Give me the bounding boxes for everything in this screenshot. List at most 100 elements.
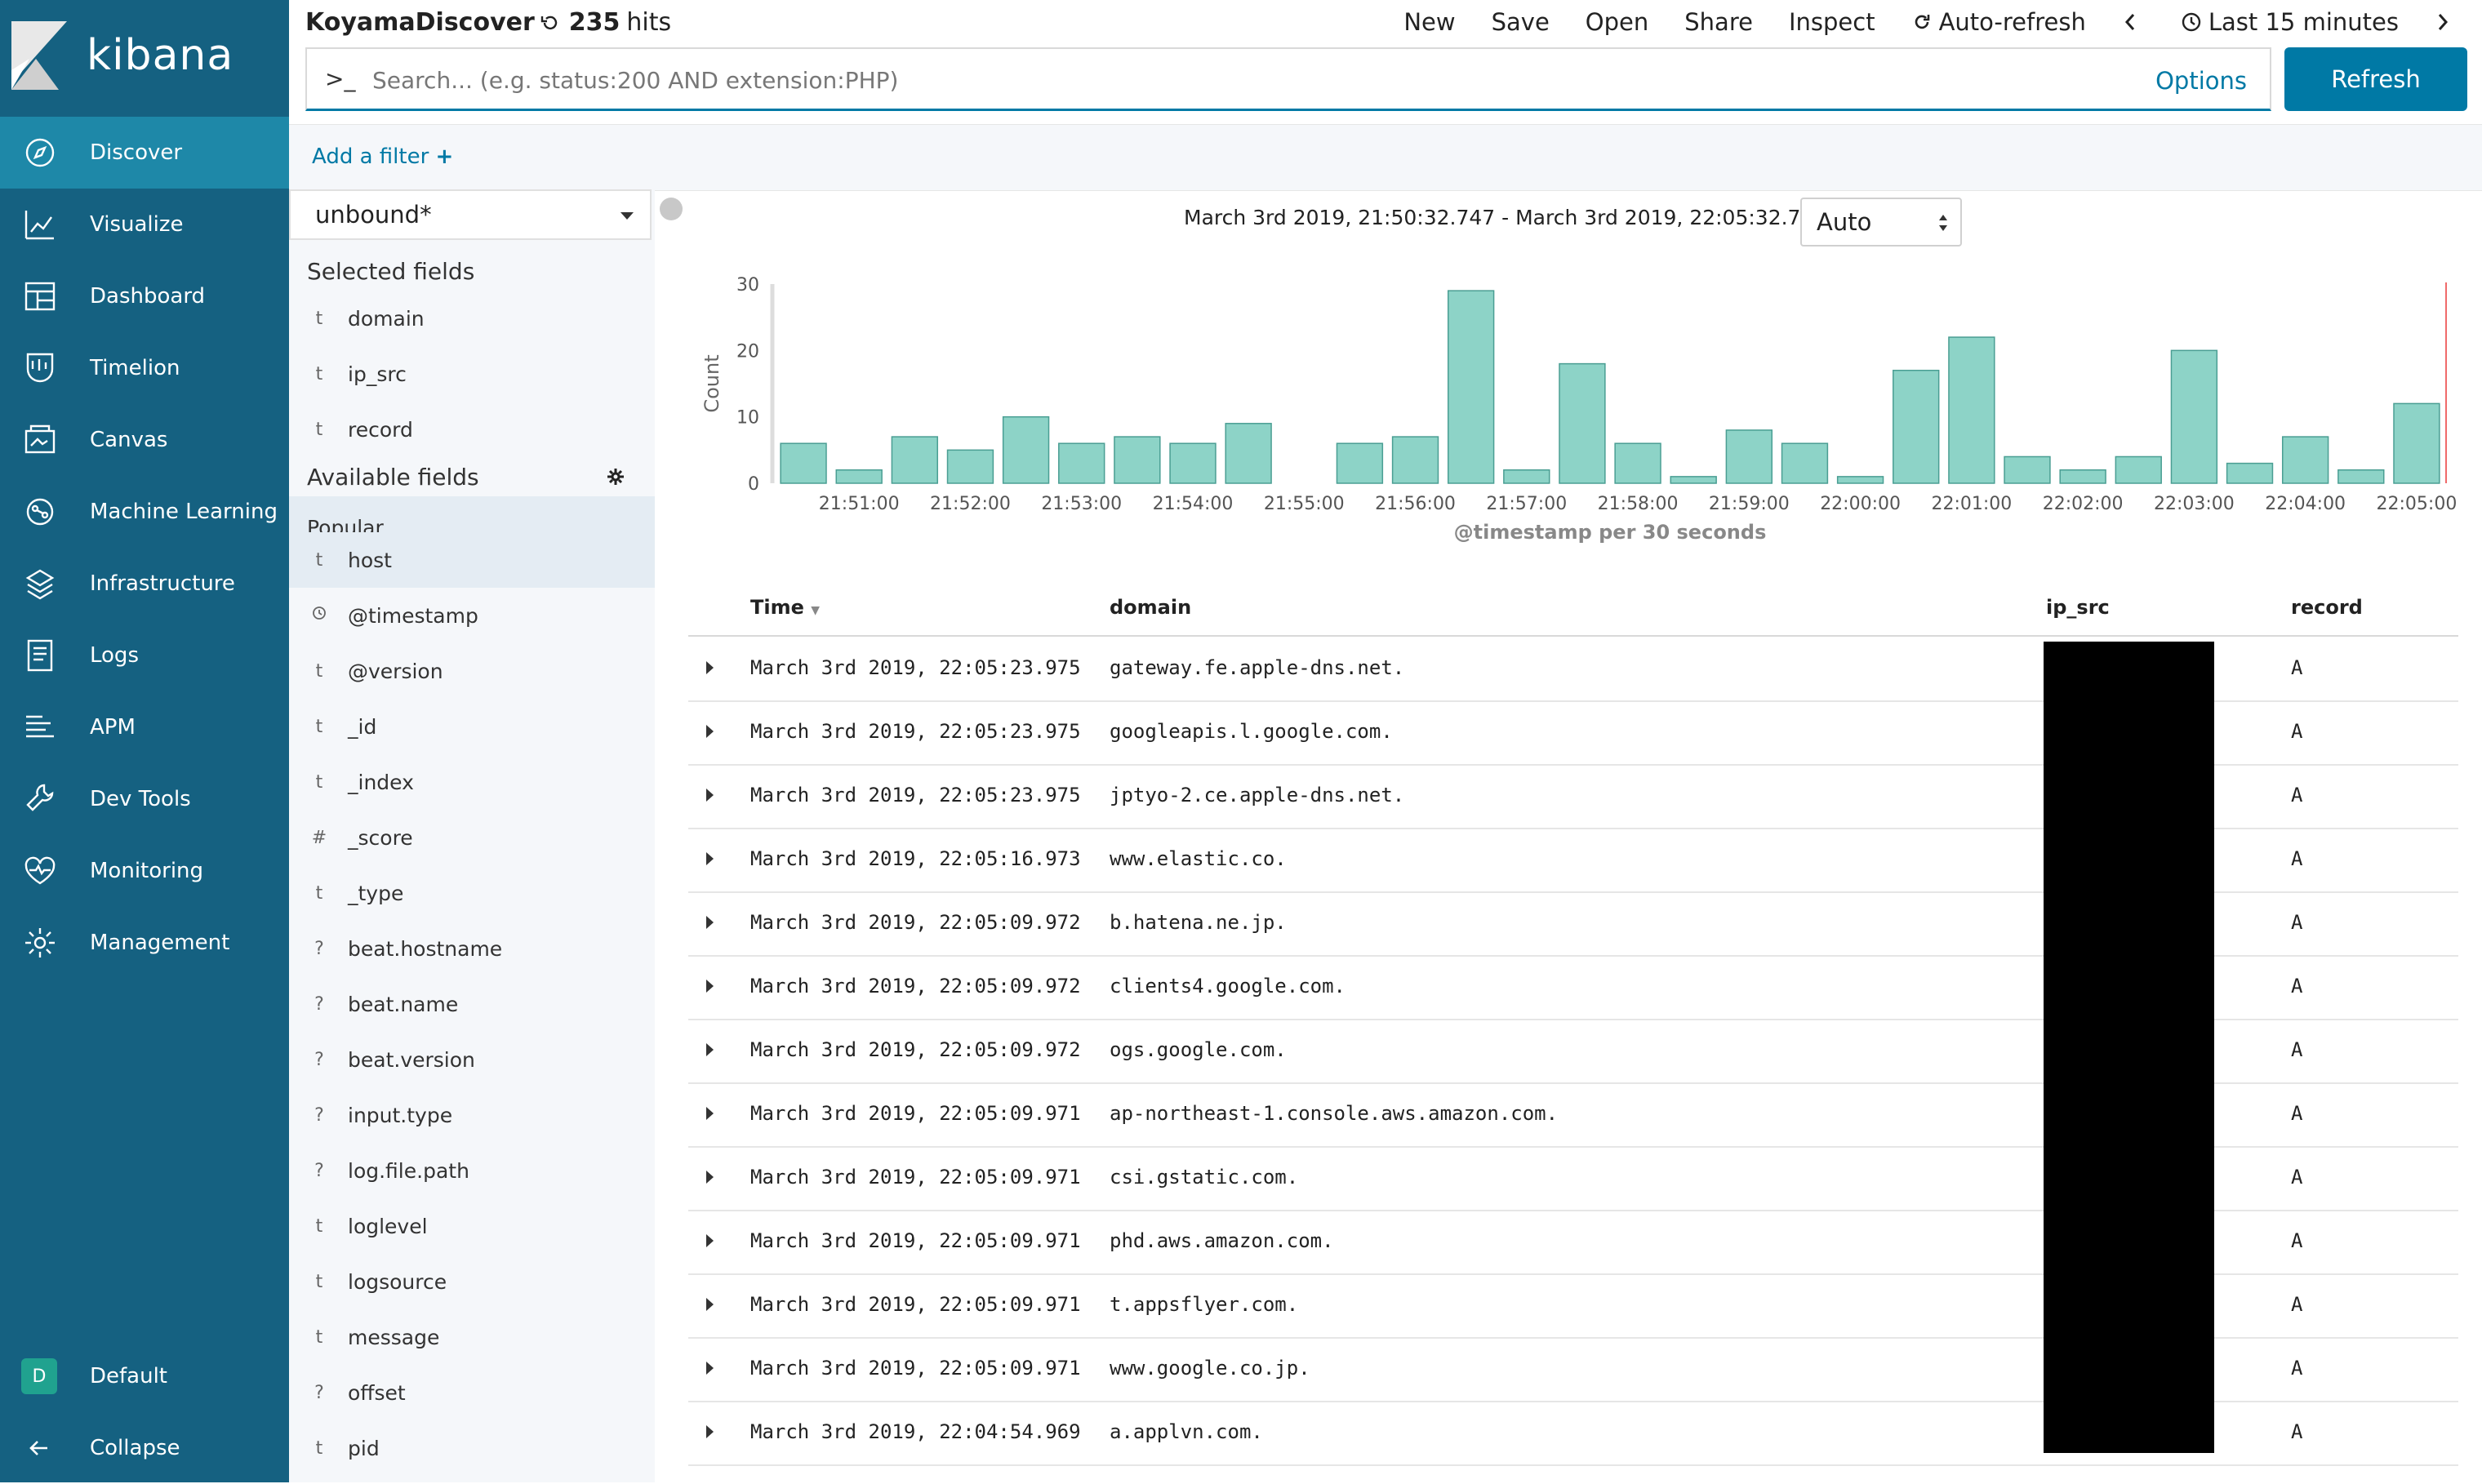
- domain-cell: gateway.fe.apple-dns.net.: [1110, 656, 1405, 679]
- field-settings-gear-icon[interactable]: [606, 467, 625, 487]
- nav-item-apm[interactable]: APM: [0, 691, 289, 763]
- time-column-header[interactable]: Time ▼: [750, 596, 820, 619]
- field-item[interactable]: t pid: [289, 1420, 655, 1476]
- refresh-button[interactable]: Refresh: [2284, 47, 2467, 111]
- share-button[interactable]: Share: [1684, 8, 1753, 36]
- field-type-icon: t: [315, 419, 323, 440]
- nav-item-timelion[interactable]: Timelion: [0, 332, 289, 404]
- chevron-left-icon: [2124, 14, 2134, 30]
- table-row[interactable]: March 3rd 2019, 22:05:16.973 www.elastic…: [688, 828, 2458, 893]
- expand-row-caret-icon[interactable]: [706, 1298, 714, 1311]
- inspect-button[interactable]: Inspect: [1788, 8, 1875, 36]
- nav-item-discover[interactable]: Discover: [0, 117, 289, 189]
- field-item[interactable]: ? log.file.path: [289, 1143, 655, 1198]
- expand-row-caret-icon[interactable]: [706, 725, 714, 738]
- time-picker-button[interactable]: Last 15 minutes: [2181, 8, 2399, 36]
- field-item[interactable]: t host: [289, 532, 655, 588]
- nav-item-logs[interactable]: Logs: [0, 620, 289, 691]
- domain-cell: csi.gstatic.com.: [1110, 1166, 1299, 1189]
- add-filter-button[interactable]: Add a filter +: [312, 144, 453, 169]
- field-item[interactable]: ? beat.hostname: [289, 921, 655, 976]
- save-button[interactable]: Save: [1491, 8, 1550, 36]
- field-item[interactable]: t ip_src: [289, 346, 655, 402]
- table-row[interactable]: March 3rd 2019, 22:05:23.975 gateway.fe.…: [688, 637, 2458, 702]
- expand-row-caret-icon[interactable]: [706, 1425, 714, 1438]
- table-row[interactable]: March 3rd 2019, 22:05:09.971 t.appsflyer…: [688, 1273, 2458, 1339]
- field-item[interactable]: t domain: [289, 291, 655, 346]
- index-pattern-select[interactable]: unbound*: [289, 189, 652, 240]
- field-item[interactable]: t _type: [289, 865, 655, 921]
- table-row[interactable]: March 3rd 2019, 22:05:09.972 ogs.google.…: [688, 1019, 2458, 1084]
- expand-row-caret-icon[interactable]: [706, 980, 714, 993]
- expand-row-caret-icon[interactable]: [706, 1171, 714, 1184]
- auto-refresh-button[interactable]: Auto-refresh: [1911, 8, 2086, 36]
- expand-row-caret-icon[interactable]: [706, 1043, 714, 1056]
- histogram-bar: [1114, 436, 1161, 484]
- field-item[interactable]: t record: [289, 402, 655, 457]
- auto-refresh-label: Auto-refresh: [1938, 8, 2086, 36]
- table-row[interactable]: March 3rd 2019, 22:05:09.972 clients4.go…: [688, 955, 2458, 1020]
- record-cell: A: [2291, 975, 2303, 997]
- nav-item-dev-tools[interactable]: Dev Tools: [0, 763, 289, 835]
- expand-row-caret-icon[interactable]: [706, 1362, 714, 1375]
- nav-item-canvas[interactable]: Canvas: [0, 404, 289, 476]
- table-row[interactable]: March 3rd 2019, 22:05:23.975 jptyo-2.ce.…: [688, 764, 2458, 829]
- table-row[interactable]: March 3rd 2019, 22:05:09.971 phd.aws.ama…: [688, 1210, 2458, 1275]
- kibana-logo[interactable]: kibana: [11, 21, 234, 90]
- hits-label: hits: [626, 8, 672, 37]
- reset-icon[interactable]: [540, 12, 561, 33]
- sort-down-icon[interactable]: ▼: [811, 604, 821, 617]
- field-item[interactable]: ? beat.version: [289, 1032, 655, 1087]
- field-item[interactable]: ? beat.name: [289, 976, 655, 1032]
- table-row[interactable]: March 3rd 2019, 22:05:09.971 www.google.…: [688, 1337, 2458, 1402]
- expand-row-caret-icon[interactable]: [706, 916, 714, 929]
- table-row[interactable]: March 3rd 2019, 22:05:09.971 csi.gstatic…: [688, 1146, 2458, 1211]
- record-cell: A: [2291, 784, 2303, 806]
- canvas-icon: [21, 421, 59, 459]
- field-item[interactable]: ? input.type: [289, 1087, 655, 1143]
- time-cell: March 3rd 2019, 22:05:09.972: [750, 911, 1081, 934]
- nav-item-management[interactable]: Management: [0, 907, 289, 979]
- time-next-button[interactable]: [2435, 11, 2458, 33]
- field-item[interactable]: t @version: [289, 643, 655, 699]
- open-button[interactable]: Open: [1585, 8, 1649, 36]
- field-type-icon: t: [315, 660, 323, 682]
- interval-select[interactable]: Auto: [1800, 198, 1962, 247]
- nav-item-dashboard[interactable]: Dashboard: [0, 260, 289, 332]
- nav-item-monitoring[interactable]: Monitoring: [0, 835, 289, 907]
- ip-src-column-header[interactable]: ip_src: [2046, 596, 2110, 619]
- field-item[interactable]: # _score: [289, 810, 655, 865]
- expand-row-caret-icon[interactable]: [706, 661, 714, 674]
- table-row[interactable]: March 3rd 2019, 22:05:23.975 googleapis.…: [688, 700, 2458, 766]
- query-options-link[interactable]: Options: [2155, 67, 2247, 95]
- field-item[interactable]: t _index: [289, 754, 655, 810]
- time-prev-button[interactable]: [2122, 11, 2145, 33]
- search-input[interactable]: [371, 59, 2007, 101]
- field-type-icon: t: [315, 1326, 323, 1348]
- record-cell: A: [2291, 1229, 2303, 1252]
- field-item[interactable]: @timestamp: [289, 588, 655, 643]
- field-item[interactable]: t logsource: [289, 1254, 655, 1309]
- domain-column-header[interactable]: domain: [1110, 596, 1192, 619]
- collapse-sidebar-icon[interactable]: [660, 198, 683, 220]
- nav-item-machine-learning[interactable]: Machine Learning: [0, 476, 289, 548]
- record-column-header[interactable]: record: [2291, 596, 2363, 619]
- field-item[interactable]: ? offset: [289, 1365, 655, 1420]
- space-selector[interactable]: D Default: [0, 1340, 289, 1412]
- expand-row-caret-icon[interactable]: [706, 1234, 714, 1247]
- field-name: @timestamp: [348, 603, 478, 628]
- new-button[interactable]: New: [1403, 8, 1456, 36]
- table-row[interactable]: March 3rd 2019, 22:05:09.972 b.hatena.ne…: [688, 891, 2458, 957]
- expand-row-caret-icon[interactable]: [706, 789, 714, 802]
- table-row[interactable]: March 3rd 2019, 22:05:09.971 ap-northeas…: [688, 1082, 2458, 1148]
- field-item[interactable]: t loglevel: [289, 1198, 655, 1254]
- expand-row-caret-icon[interactable]: [706, 852, 714, 865]
- field-item[interactable]: t message: [289, 1309, 655, 1365]
- nav-item-visualize[interactable]: Visualize: [0, 189, 289, 260]
- nav-item-infrastructure[interactable]: Infrastructure: [0, 548, 289, 620]
- expand-row-caret-icon[interactable]: [706, 1107, 714, 1120]
- x-tick-label: 22:00:00: [1820, 494, 1901, 514]
- top-bar: KoyamaDiscover 235 hits New Save Open Sh…: [289, 0, 2482, 49]
- field-item[interactable]: t _id: [289, 699, 655, 754]
- collapse-nav-button[interactable]: Collapse: [0, 1412, 289, 1484]
